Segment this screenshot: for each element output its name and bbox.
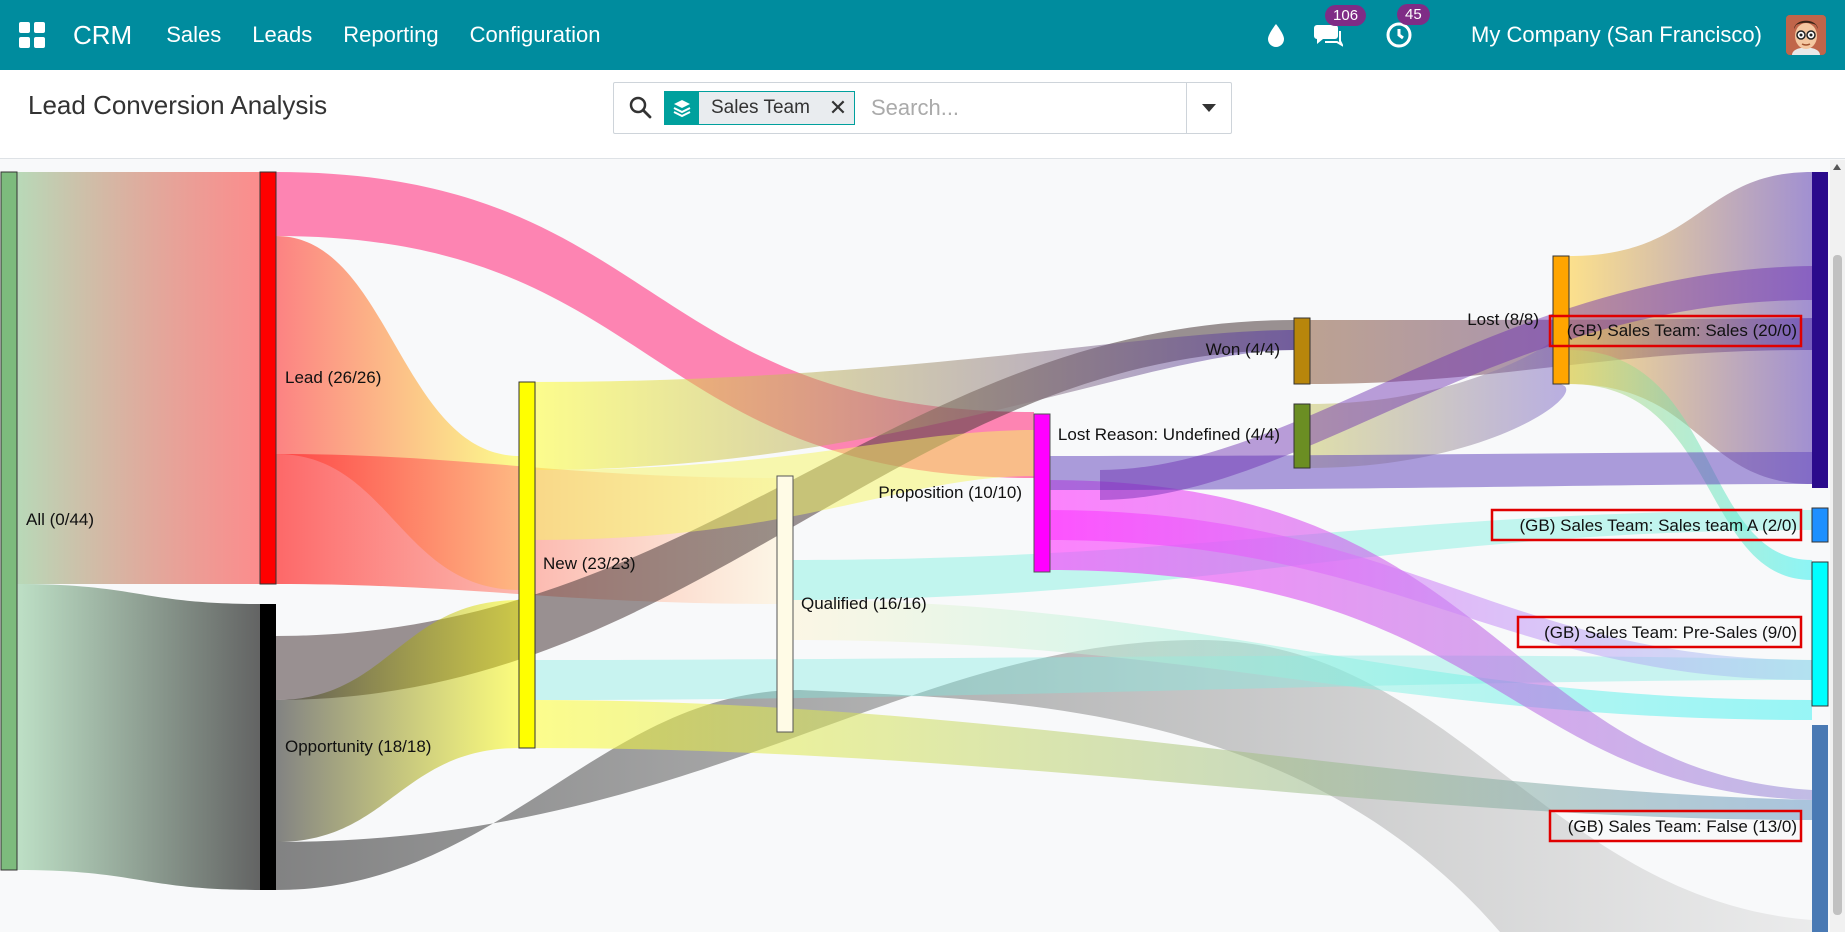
node-false[interactable] (1812, 725, 1828, 932)
page-title: Lead Conversion Analysis (28, 90, 328, 120)
node-won[interactable] (1293, 317, 1311, 385)
menu-sales[interactable]: Sales (166, 22, 222, 47)
facet-label: Sales Team (699, 92, 822, 124)
navbar-systray: 106 45 My Company (San Francisco) (1267, 0, 1845, 70)
label-new: New (23/23) (543, 554, 636, 573)
label-qualified: Qualified (16/16) (801, 594, 927, 613)
messages-badge: 106 (1325, 5, 1367, 26)
sankey-chart: All (0/44) Lead (26/26) Opportunity (18/… (0, 171, 1829, 932)
node-qualified[interactable] (776, 475, 794, 733)
node-lead[interactable] (259, 171, 277, 585)
link-opportunity-false (276, 640, 1812, 932)
label-all: All (0/44) (26, 510, 94, 529)
link-opportunity-new (276, 600, 520, 842)
link-lost-sales (1569, 172, 1812, 484)
node-pre-sales[interactable] (1811, 561, 1829, 707)
vertical-scrollbar[interactable] (1830, 160, 1845, 932)
messages-icon[interactable]: 106 (1313, 5, 1367, 48)
scroll-thumb[interactable] (1833, 255, 1842, 915)
node-new[interactable] (518, 381, 536, 749)
highlight-pre-sales (1516, 615, 1803, 649)
menu-reporting[interactable]: Reporting (343, 22, 439, 47)
node-all[interactable] (0, 171, 18, 871)
link-undefined-sales (1308, 327, 1567, 468)
user-avatar[interactable] (1786, 15, 1826, 55)
scroll-up-arrow-icon[interactable] (1833, 164, 1841, 170)
search-facet-sales-team[interactable]: Sales Team ✕ (664, 91, 855, 125)
app-brand[interactable]: CRM (73, 19, 133, 50)
label-sales: (GB) Sales Team: Sales (20/0) (1567, 321, 1797, 340)
node-proposition[interactable] (1033, 413, 1051, 573)
label-lost: Lost (8/8) (1467, 310, 1539, 329)
menu-configuration[interactable]: Configuration (469, 22, 601, 47)
highlight-false (1548, 809, 1803, 843)
link-all-lead (16, 172, 262, 584)
label-proposition: Proposition (10/10) (878, 483, 1022, 502)
activities-badge: 45 (1397, 4, 1430, 25)
search-options-toggle[interactable] (1186, 83, 1231, 133)
control-panel: Lead Conversion Analysis Sales Team ✕ (0, 70, 1845, 159)
node-sales-team-a[interactable] (1811, 507, 1829, 543)
node-lost[interactable] (1552, 255, 1570, 385)
activities-clock-icon[interactable]: 45 (1385, 4, 1430, 49)
menu-leads[interactable]: Leads (252, 22, 313, 47)
company-switcher[interactable]: My Company (San Francisco) (1471, 22, 1762, 47)
label-lost-reason-undefined: Lost Reason: Undefined (4/4) (1058, 425, 1280, 444)
search-bar: Sales Team ✕ (613, 82, 1232, 134)
node-sales[interactable] (1812, 172, 1828, 488)
label-lead: Lead (26/26) (285, 368, 381, 387)
label-opportunity: Opportunity (18/18) (285, 737, 431, 756)
highlight-sales (1548, 314, 1803, 348)
search-icon[interactable] (628, 95, 652, 124)
link-new-false (535, 700, 1812, 820)
layers-icon (665, 92, 699, 124)
debug-drop-icon[interactable] (1267, 23, 1285, 47)
link-proposition-presales (1048, 510, 1812, 680)
link-won-purple (1100, 266, 1812, 500)
link-proposition-sales (1048, 452, 1812, 490)
node-lost-reason-undefined[interactable] (1293, 403, 1311, 469)
label-won: Won (4/4) (1206, 340, 1280, 359)
label-false: (GB) Sales Team: False (13/0) (1568, 817, 1797, 836)
facet-remove-icon[interactable]: ✕ (821, 92, 854, 124)
search-input[interactable] (869, 92, 1173, 124)
link-all-opportunity (16, 584, 262, 890)
node-opportunity[interactable] (260, 604, 276, 890)
highlight-sales-team-a (1490, 508, 1803, 542)
label-sales-team-a: (GB) Sales Team: Sales team A (2/0) (1520, 516, 1797, 535)
app-switcher-icon[interactable] (19, 22, 45, 48)
link-lost-presales (1569, 350, 1812, 580)
top-navbar: CRM Sales Leads Reporting Configuration … (0, 0, 1845, 70)
link-new-sales (535, 330, 1294, 470)
label-pre-sales: (GB) Sales Team: Pre-Sales (9/0) (1544, 623, 1797, 642)
link-proposition-false (1048, 480, 1812, 800)
